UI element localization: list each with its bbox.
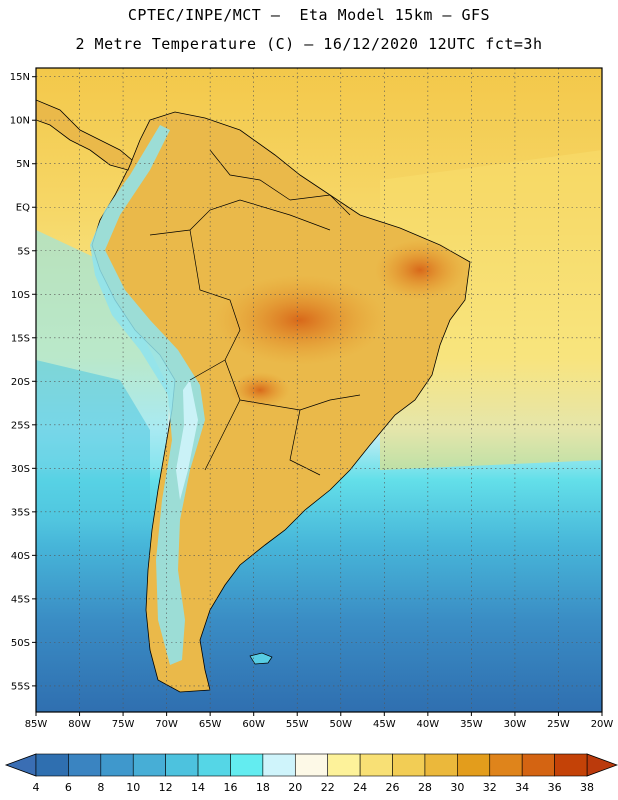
lon-tick-label: 40W xyxy=(417,719,440,730)
lat-tick-label: 20S xyxy=(11,377,30,388)
lon-tick-label: 80W xyxy=(68,719,91,730)
lat-tick-label: 5S xyxy=(17,246,30,257)
title-line-1: CPTEC/INPE/MCT – Eta Model 15km – GFS xyxy=(127,6,491,24)
lon-tick-label: 35W xyxy=(460,719,483,730)
colorbar-swatch xyxy=(165,753,199,777)
hot-region-central-brazil xyxy=(215,275,385,365)
latitude-tick-labels: 15N 10N 5N EQ 5S 10S 15S 20S 25S 30S 35S 40S 45S 50S 5… xyxy=(10,72,36,692)
colorbar-swatch xyxy=(132,753,166,777)
lon-tick-label: 50W xyxy=(329,719,352,730)
colorbar-swatch xyxy=(392,753,426,777)
pacific-cold-core xyxy=(36,360,150,520)
central-america-land xyxy=(36,99,133,171)
lat-tick-label: 5N xyxy=(16,159,30,170)
lat-tick-label: 35S xyxy=(11,507,30,518)
lon-tick-label: 75W xyxy=(112,719,135,730)
colorbar-swatch xyxy=(359,753,393,777)
lat-tick-label: 25S xyxy=(11,420,30,431)
colorbar-label: 22 xyxy=(321,781,335,794)
colorbar-swatch xyxy=(294,753,329,777)
colorbar-swatch xyxy=(262,753,296,777)
colorbar-swatch xyxy=(197,753,231,777)
colorbar: 4 6 8 10 12 14 16 18 20 22 24 26 28 30 32 34 36 38 xyxy=(4,753,618,794)
lon-tick-label: 25W xyxy=(547,719,570,730)
country-borders xyxy=(149,149,361,476)
colorbar-label: 20 xyxy=(288,781,302,794)
colorbar-label: 34 xyxy=(515,781,529,794)
lat-tick-label: 10N xyxy=(10,116,30,127)
lon-tick-label: 85W xyxy=(25,719,48,730)
colorbar-swatch xyxy=(457,753,491,777)
colorbar-label: 30 xyxy=(450,781,464,794)
colorbar-swatch xyxy=(554,753,588,777)
lat-tick-label: 10S xyxy=(11,290,30,301)
title-line-2: 2 Metre Temperature (C) – 16/12/2020 12U… xyxy=(75,35,543,53)
plot-frame xyxy=(35,67,603,713)
colorbar-label: 6 xyxy=(65,781,72,794)
lon-tick-label: 20W xyxy=(591,719,614,730)
colorbar-label: 24 xyxy=(353,781,367,794)
lat-tick-label: 15S xyxy=(11,333,30,344)
colorbar-label: 8 xyxy=(97,781,104,794)
lon-tick-label: 60W xyxy=(242,719,265,730)
falkland-islands xyxy=(249,652,273,665)
longitude-tick-labels: 85W 80W 75W 70W 65W 60W 55W 50W 45W 40W 35W 30W 25W 2… xyxy=(25,712,614,730)
graticule-lines xyxy=(36,68,602,712)
colorbar-label: 38 xyxy=(580,781,594,794)
andes-cold-strip xyxy=(90,125,205,665)
colorbar-swatch xyxy=(489,753,523,777)
colorbar-above-arrow xyxy=(586,753,618,777)
colorbar-swatch xyxy=(100,753,134,777)
colorbar-label: 16 xyxy=(223,781,237,794)
lon-tick-label: 30W xyxy=(504,719,527,730)
colorbar-label: 36 xyxy=(548,781,562,794)
colorbar-swatch xyxy=(230,753,264,777)
warm-atlantic-band xyxy=(380,150,602,470)
colorbar-label: 18 xyxy=(256,781,270,794)
lon-tick-label: 45W xyxy=(373,719,396,730)
lat-tick-label: 50S xyxy=(11,638,30,649)
hot-region-northeast xyxy=(375,240,465,300)
colorbar-label: 10 xyxy=(126,781,140,794)
lat-tick-label: 45S xyxy=(11,594,30,605)
colorbar-swatch xyxy=(35,753,69,777)
lat-tick-label: 30S xyxy=(11,464,30,475)
lat-tick-label: 15N xyxy=(10,72,30,83)
colorbar-below-arrow xyxy=(4,753,37,777)
lon-tick-label: 70W xyxy=(155,719,178,730)
colorbar-label: 28 xyxy=(418,781,432,794)
colorbar-label: 32 xyxy=(483,781,497,794)
lat-tick-label: EQ xyxy=(16,203,30,214)
colorbar-label: 12 xyxy=(159,781,173,794)
colorbar-swatch xyxy=(327,753,361,777)
lon-tick-label: 65W xyxy=(199,719,222,730)
andes-high-peaks xyxy=(176,380,198,500)
lon-tick-label: 55W xyxy=(286,719,309,730)
colorbar-swatch xyxy=(68,753,102,777)
colorbar-label: 4 xyxy=(33,781,40,794)
colorbar-label: 14 xyxy=(191,781,205,794)
colorbar-label: 26 xyxy=(386,781,400,794)
colorbar-swatch xyxy=(424,753,458,777)
lat-tick-label: 55S xyxy=(11,681,30,692)
colorbar-swatch xyxy=(521,753,555,777)
lat-tick-label: 40S xyxy=(11,551,30,562)
